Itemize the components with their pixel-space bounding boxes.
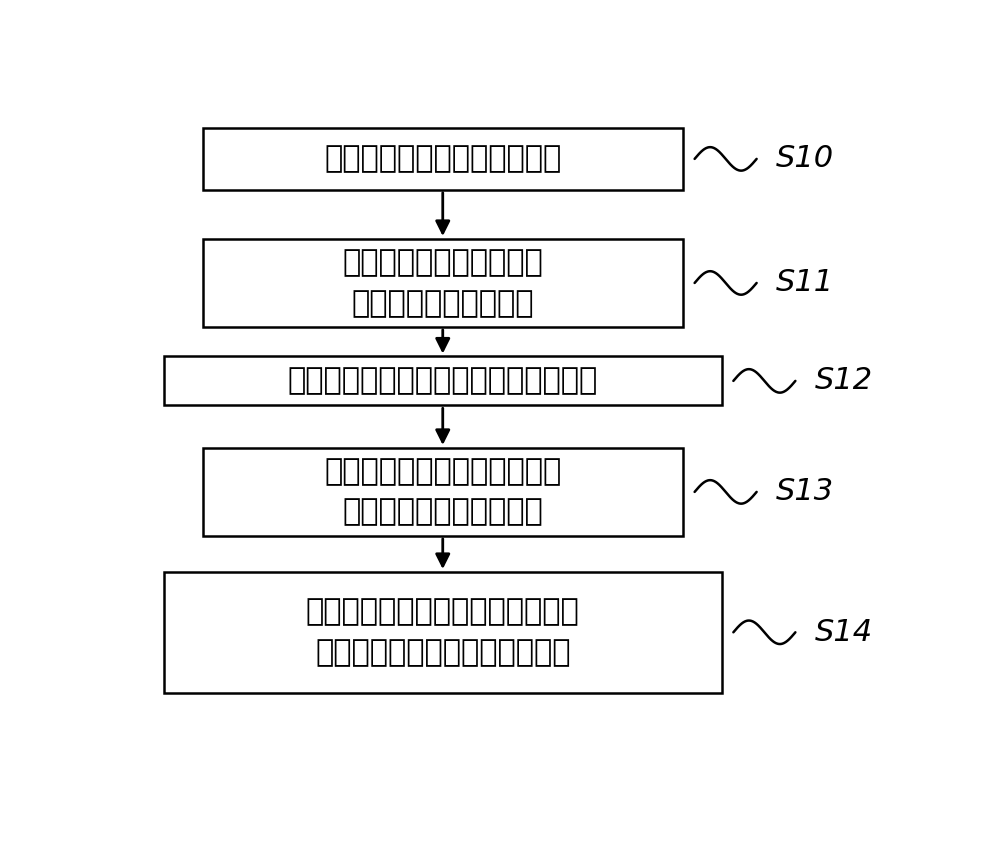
Text: S11: S11: [776, 269, 834, 298]
Text: 接受车主终端发送的充电请求: 接受车主终端发送的充电请求: [324, 144, 561, 173]
Bar: [202, 239, 683, 327]
Text: 根据充电停留时长、最小充电时长
以及最大充电时长制定充电方案: 根据充电停留时长、最小充电时长 以及最大充电时长制定充电方案: [306, 598, 580, 667]
Text: 计算得出最大充电时长和最小充电时长: 计算得出最大充电时长和最小充电时长: [288, 366, 598, 395]
Text: S14: S14: [815, 618, 873, 647]
Text: S10: S10: [776, 144, 834, 173]
Bar: [202, 448, 683, 536]
Bar: [202, 128, 683, 190]
Text: S13: S13: [776, 477, 834, 506]
Bar: [164, 572, 722, 693]
Text: 获取所述目标充电桩对应
的预设的充电功率范围: 获取所述目标充电桩对应 的预设的充电功率范围: [342, 248, 543, 318]
Bar: [164, 356, 722, 405]
Text: 在电价数据库中调取出目标充
电桩对应的预测充电电价: 在电价数据库中调取出目标充 电桩对应的预测充电电价: [324, 457, 561, 527]
Text: S12: S12: [815, 366, 873, 395]
